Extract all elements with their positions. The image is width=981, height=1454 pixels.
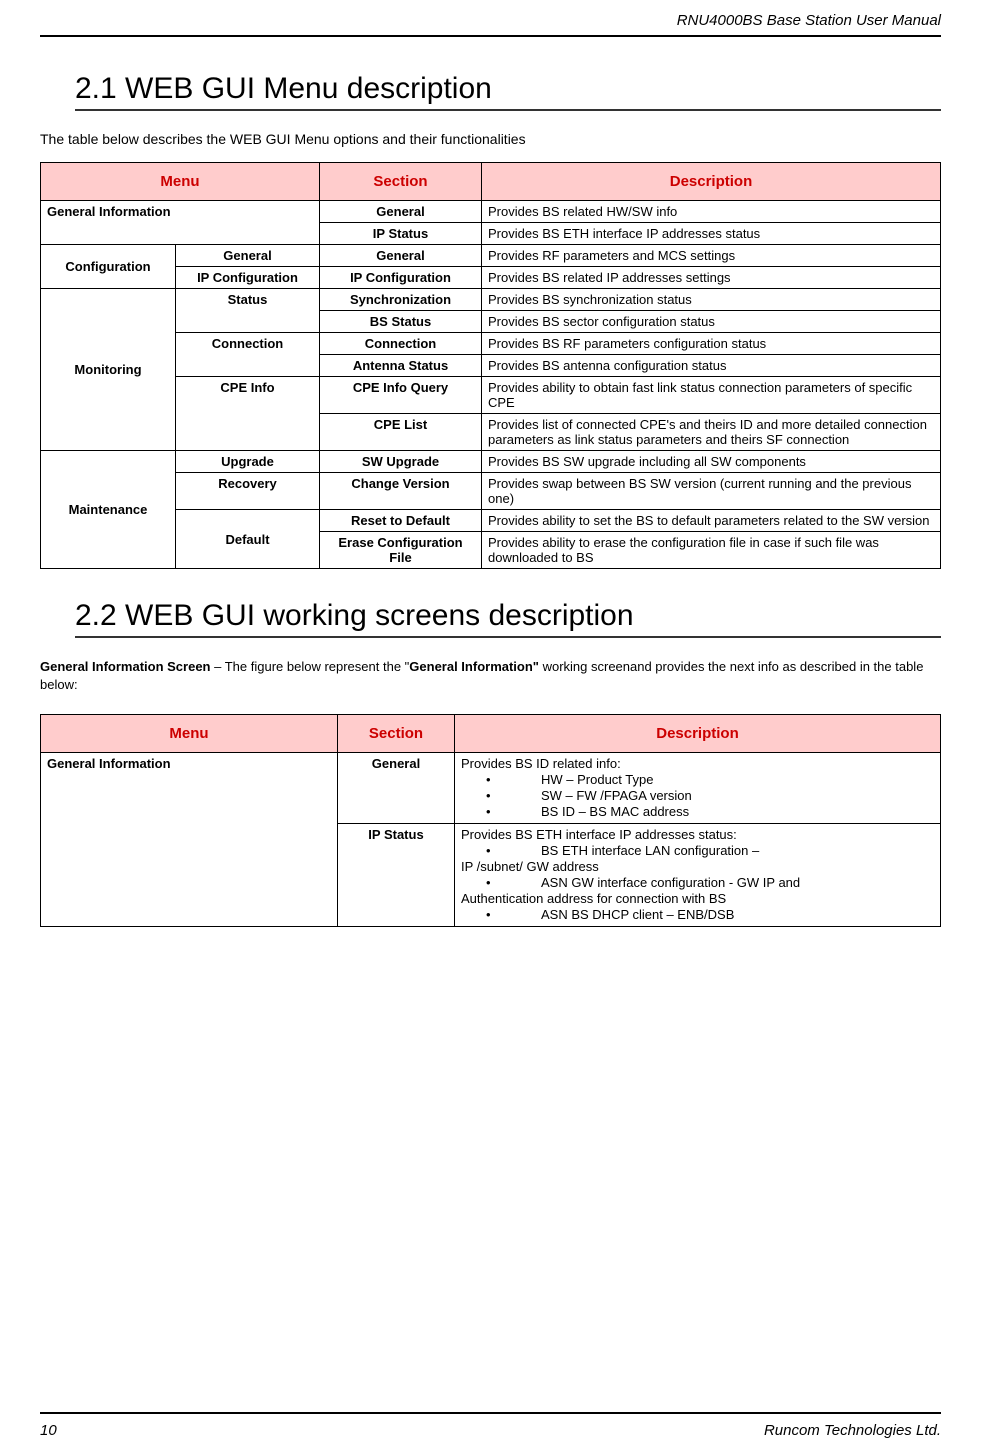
cell-configuration: Configuration	[41, 245, 176, 289]
desc-line: Authentication address for connection wi…	[461, 891, 934, 906]
th-menu: Menu	[41, 163, 320, 201]
cell-desc: Provides list of connected CPE's and the…	[482, 414, 941, 451]
table-row: Recovery Change Version Provides swap be…	[41, 473, 941, 510]
cell-section: Change Version	[320, 473, 482, 510]
table-header-row: Menu Section Description	[41, 715, 941, 753]
cell-desc: Provides ability to erase the configurat…	[482, 532, 941, 569]
cell-section: General	[320, 201, 482, 223]
general-info-table: Menu Section Description General Informa…	[40, 714, 941, 927]
cell-sub: IP Configuration	[176, 267, 320, 289]
section-2-2-desc: General Information Screen – The figure …	[40, 658, 941, 694]
table-row: CPE Info CPE Info Query Provides ability…	[41, 377, 941, 414]
cell-desc: Provides swap between BS SW version (cur…	[482, 473, 941, 510]
desc-line: IP /subnet/ GW address	[461, 859, 934, 874]
cell-section: IP Configuration	[320, 267, 482, 289]
cell-section: Antenna Status	[320, 355, 482, 377]
table-row: Maintenance Upgrade SW Upgrade Provides …	[41, 451, 941, 473]
desc-text-part1: – The figure below represent the "	[211, 659, 410, 674]
th-description: Description	[482, 163, 941, 201]
table-row: Default Reset to Default Provides abilit…	[41, 510, 941, 532]
cell-desc: Provides BS antenna configuration status	[482, 355, 941, 377]
th-description: Description	[455, 715, 941, 753]
desc-intro: Provides BS ID related info:	[461, 756, 621, 771]
cell-section: Erase Configuration File	[320, 532, 482, 569]
cell-section: Synchronization	[320, 289, 482, 311]
cell-desc: Provides ability to set the BS to defaul…	[482, 510, 941, 532]
cell-sub: Connection	[176, 333, 320, 377]
cell-desc: Provides BS ID related info: HW – Produc…	[455, 753, 941, 824]
th-section: Section	[338, 715, 455, 753]
cell-sub: Status	[176, 289, 320, 333]
bullet-list: ASN BS DHCP client – ENB/DSB	[461, 907, 934, 922]
cell-section: General	[338, 753, 455, 824]
list-item: BS ID – BS MAC address	[486, 804, 934, 819]
cell-sub: Upgrade	[176, 451, 320, 473]
cell-section: CPE List	[320, 414, 482, 451]
cell-desc: Provides BS SW upgrade including all SW …	[482, 451, 941, 473]
cell-sub: Default	[176, 510, 320, 569]
section-2-1-intro: The table below describes the WEB GUI Me…	[40, 131, 941, 147]
th-menu: Menu	[41, 715, 338, 753]
cell-maintenance: Maintenance	[41, 451, 176, 569]
cell-desc: Provides BS ETH interface IP addresses s…	[482, 223, 941, 245]
cell-desc: Provides BS related HW/SW info	[482, 201, 941, 223]
page-number: 10	[40, 1422, 57, 1439]
cell-section: General	[320, 245, 482, 267]
cell-desc: Provides BS sector configuration status	[482, 311, 941, 333]
table-header-row: Menu Section Description	[41, 163, 941, 201]
gen-info-screen-label: General Information Screen	[40, 659, 211, 674]
cell-section: CPE Info Query	[320, 377, 482, 414]
cell-desc: Provides BS synchronization status	[482, 289, 941, 311]
cell-general-info: General Information	[41, 201, 320, 245]
cell-monitoring: Monitoring	[41, 289, 176, 451]
list-item: SW – FW /FPAGA version	[486, 788, 934, 803]
list-item: BS ETH interface LAN configuration –	[486, 843, 934, 858]
section-2-1-heading: 2.1 WEB GUI Menu description	[75, 72, 941, 111]
table-row: IP Configuration IP Configuration Provid…	[41, 267, 941, 289]
cell-desc: Provides BS related IP addresses setting…	[482, 267, 941, 289]
th-section: Section	[320, 163, 482, 201]
cell-sub: CPE Info	[176, 377, 320, 451]
table-row: General Information General Provides BS …	[41, 753, 941, 824]
table-row: Connection Connection Provides BS RF par…	[41, 333, 941, 355]
menu-description-table: Menu Section Description General Informa…	[40, 162, 941, 569]
company-name: Runcom Technologies Ltd.	[764, 1422, 941, 1439]
list-item: ASN BS DHCP client – ENB/DSB	[486, 907, 934, 922]
cell-section: BS Status	[320, 311, 482, 333]
bullet-list: HW – Product Type SW – FW /FPAGA version…	[461, 772, 934, 819]
cell-section: Connection	[320, 333, 482, 355]
desc-intro: Provides BS ETH interface IP addresses s…	[461, 827, 737, 842]
cell-desc: Provides BS ETH interface IP addresses s…	[455, 824, 941, 927]
cell-section: Reset to Default	[320, 510, 482, 532]
cell-desc: Provides RF parameters and MCS settings	[482, 245, 941, 267]
list-item: HW – Product Type	[486, 772, 934, 787]
page-footer: 10 Runcom Technologies Ltd.	[40, 1412, 941, 1454]
cell-sub: General	[176, 245, 320, 267]
cell-desc: Provides BS RF parameters configuration …	[482, 333, 941, 355]
bullet-list: ASN GW interface configuration - GW IP a…	[461, 875, 934, 890]
page-header-title: RNU4000BS Base Station User Manual	[40, 0, 941, 37]
bullet-list: BS ETH interface LAN configuration –	[461, 843, 934, 858]
cell-desc: Provides ability to obtain fast link sta…	[482, 377, 941, 414]
table-row: Monitoring Status Synchronization Provid…	[41, 289, 941, 311]
cell-section: SW Upgrade	[320, 451, 482, 473]
cell-section: IP Status	[320, 223, 482, 245]
table-row: General Information General Provides BS …	[41, 201, 941, 223]
cell-sub: Recovery	[176, 473, 320, 510]
table-row: Configuration General General Provides R…	[41, 245, 941, 267]
cell-section: IP Status	[338, 824, 455, 927]
list-item: ASN GW interface configuration - GW IP a…	[486, 875, 934, 890]
cell-general-info: General Information	[41, 753, 338, 927]
section-2-2-heading: 2.2 WEB GUI working screens description	[75, 599, 941, 638]
gen-info-bold: General Information"	[409, 659, 539, 674]
